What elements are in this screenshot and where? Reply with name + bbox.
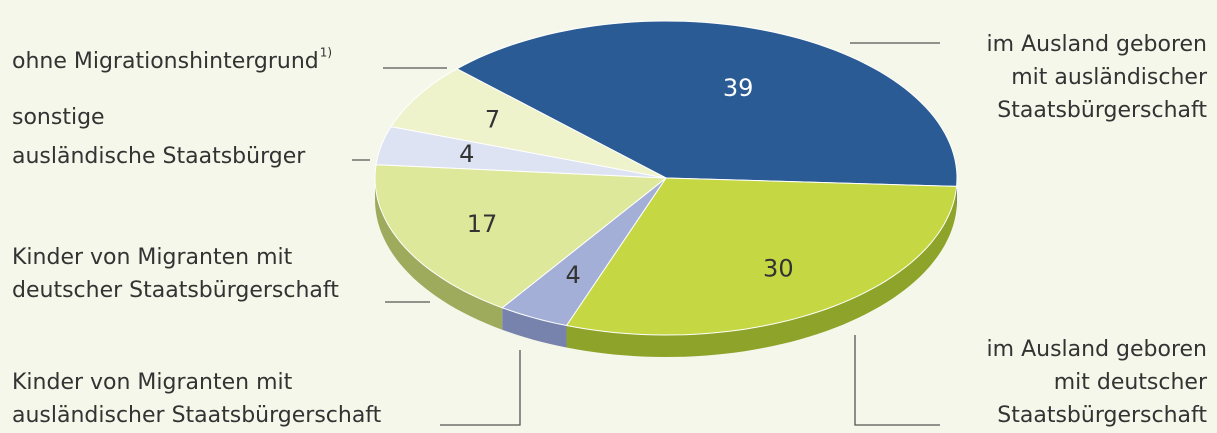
category-label: Kinder von Migranten mit (12, 245, 293, 270)
slice (375, 126, 667, 179)
category-label: ausländische Staatsbürger (12, 144, 306, 169)
slice (565, 177, 958, 336)
category-label: ohne Migrationshintergrund (12, 49, 319, 74)
category-label: Kinder von Migranten mit (12, 370, 293, 395)
category-label: Staatsbürgerschaft (997, 403, 1207, 428)
leader-line (854, 335, 940, 426)
category-label: Staatsbürgerschaft (997, 98, 1207, 123)
slice (390, 68, 667, 179)
slice-side (566, 186, 957, 357)
slice (501, 177, 667, 327)
value-label: 4 (565, 261, 580, 289)
category-label: ausländischer Staatsbürgerschaft (12, 403, 382, 428)
value-label: 7 (485, 105, 500, 133)
footnote-marker: 1) (320, 46, 332, 60)
category-label: mit ausländischer (1011, 65, 1208, 90)
category-label: deutscher Staatsbürgerschaft (12, 278, 339, 303)
category-label: sonstige (12, 105, 105, 130)
value-label: 4 (459, 140, 474, 168)
category-label: mit deutscher (1054, 370, 1208, 395)
slice (374, 164, 668, 309)
slice-side (502, 307, 567, 348)
value-label: 17 (467, 210, 498, 238)
slice (455, 20, 958, 187)
slice-side (375, 178, 503, 330)
category-label: im Ausland geboren (987, 32, 1207, 57)
category-label: im Ausland geboren (987, 337, 1207, 362)
value-label: 39 (723, 74, 754, 102)
value-label: 30 (763, 255, 794, 283)
leader-line (440, 350, 521, 426)
